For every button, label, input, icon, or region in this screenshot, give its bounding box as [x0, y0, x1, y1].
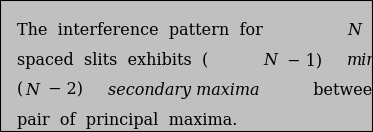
Text: N: N [347, 22, 361, 39]
Text: − 1): − 1) [282, 52, 332, 69]
Text: pair  of  principal  maxima.: pair of principal maxima. [17, 112, 237, 129]
Text: minima: minima [347, 52, 373, 69]
Text: N: N [25, 82, 39, 99]
Text: (: ( [17, 82, 23, 99]
Text: equally: equally [365, 22, 373, 39]
Text: spaced  slits  exhibits  (: spaced slits exhibits ( [17, 52, 208, 69]
Text: N: N [264, 52, 278, 69]
Text: − 2): − 2) [43, 82, 93, 99]
Text: The  interference  pattern  for: The interference pattern for [17, 22, 273, 39]
Text: between  each: between each [303, 82, 373, 99]
Text: secondary maxima: secondary maxima [108, 82, 259, 99]
